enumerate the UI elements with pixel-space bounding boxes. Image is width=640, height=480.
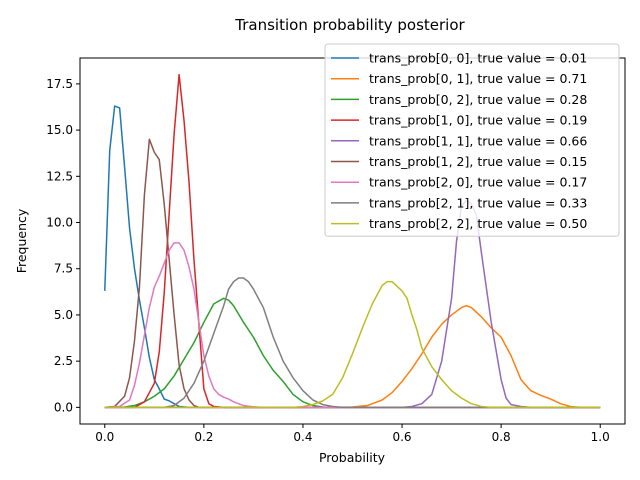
- y-tick-label-2: 5.0: [54, 308, 73, 322]
- y-tick-label-5: 12.5: [46, 169, 73, 183]
- legend-box: [324, 43, 620, 237]
- series-line-7: [104, 277, 601, 409]
- y-tick-label-3: 7.5: [54, 262, 73, 276]
- chart-title: Transition probability posterior: [234, 16, 465, 34]
- x-tick-label-3: 0.6: [392, 430, 411, 444]
- legend-label-1: trans_prob[0, 1], true value = 0.71: [369, 71, 587, 86]
- legend-label-6: trans_prob[2, 0], true value = 0.17: [369, 175, 587, 190]
- series-line-1: [104, 304, 601, 409]
- legend-label-5: trans_prob[1, 2], true value = 0.15: [369, 154, 587, 169]
- y-axis-label: Frequency: [14, 208, 29, 273]
- x-tick-label-0: 0.0: [95, 430, 114, 444]
- y-tick-label-0: 0.0: [54, 400, 73, 414]
- series-line-5: [104, 138, 601, 409]
- y-tick-label-4: 10.0: [46, 216, 73, 230]
- y-tick-label-6: 15.0: [46, 123, 73, 137]
- x-axis-label: Probability: [319, 450, 386, 465]
- y-tick-label-7: 17.5: [46, 77, 73, 91]
- series-line-6: [104, 242, 601, 409]
- x-tick-label-1: 0.2: [194, 430, 213, 444]
- legend: trans_prob[0, 0], true value = 0.01 trans…: [324, 43, 620, 237]
- x-tick-label-5: 1.0: [591, 430, 610, 444]
- legend-label-8: trans_prob[2, 2], true value = 0.50: [369, 216, 587, 231]
- series-line-2: [104, 297, 601, 409]
- legend-label-3: trans_prob[1, 0], true value = 0.19: [369, 113, 587, 128]
- legend-label-0: trans_prob[0, 0], true value = 0.01: [369, 51, 587, 66]
- series-line-3: [104, 73, 601, 409]
- x-tick-label-4: 0.8: [492, 430, 511, 444]
- series-line-8: [104, 280, 601, 409]
- axis-ticks: 0.0 0.2 0.4 0.6 0.8 1.0 0.0 2.5 5.0 7.5 10.0 12.5 15…: [46, 77, 609, 444]
- y-tick-label-1: 2.5: [54, 354, 73, 368]
- legend-label-7: trans_prob[2, 1], true value = 0.33: [369, 195, 587, 210]
- legend-label-4: trans_prob[1, 1], true value = 0.66: [369, 133, 587, 148]
- x-tick-label-2: 0.4: [293, 430, 312, 444]
- legend-label-2: trans_prob[0, 2], true value = 0.28: [369, 92, 587, 107]
